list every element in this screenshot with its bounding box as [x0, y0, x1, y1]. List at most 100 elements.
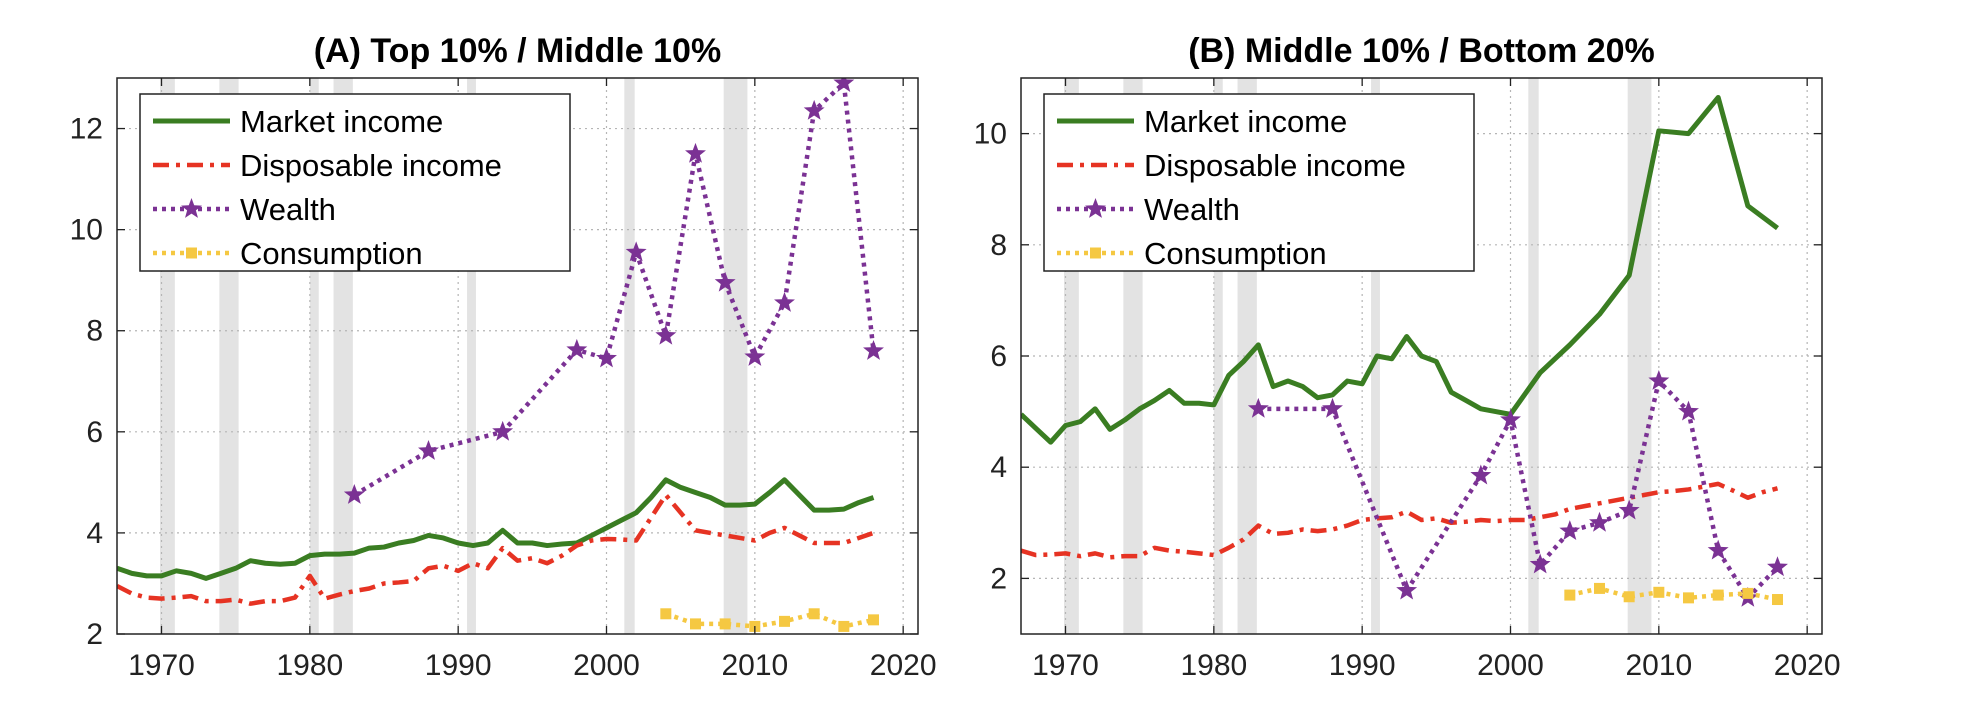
- consumption-square-marker: [1742, 587, 1754, 599]
- consumption-square-marker: [1594, 582, 1605, 594]
- legend-label: Market income: [240, 104, 443, 139]
- recession-band: [467, 78, 476, 634]
- tick-group: 1970 1980 1990 2000 2010 2020 2 4 6 8 10 12: [70, 78, 937, 682]
- wealth-star-marker: [1396, 579, 1418, 600]
- y-tick-label: 10: [974, 118, 1007, 151]
- x-tick-label: 2000: [1477, 649, 1544, 682]
- y-tick-label: 4: [86, 517, 103, 550]
- consumption-square-marker: [779, 615, 790, 627]
- y-tick-label: 2: [990, 562, 1007, 595]
- wealth-star-marker: [343, 484, 365, 504]
- recession-band: [624, 78, 635, 634]
- chart-title: (B) Middle 10% / Bottom 20%: [1188, 32, 1655, 70]
- x-tick-label: 2020: [870, 649, 937, 682]
- legend-label: Wealth: [1144, 192, 1240, 227]
- chart-title: (A) Top 10% / Middle 10%: [314, 32, 721, 70]
- x-tick-label: 2020: [1774, 649, 1841, 682]
- wealth-star-marker: [655, 324, 677, 345]
- legend-square-marker: [186, 247, 197, 259]
- legend-label: Wealth: [240, 192, 336, 227]
- y-tick-label: 12: [70, 113, 103, 146]
- series-line-market-income: [117, 477, 875, 581]
- legend-label: Consumption: [240, 236, 423, 271]
- x-tick-label: 1990: [425, 649, 492, 682]
- wealth-star-marker: [833, 78, 855, 92]
- wealth-star-marker: [1500, 408, 1521, 429]
- consumption-square-marker: [868, 614, 879, 626]
- y-tick-label: 8: [990, 229, 1007, 262]
- series-line-market-income: [1021, 94, 1779, 445]
- tick-group: 1970 1980 1990 2000 2010 2020 2 4 6 8 10: [974, 78, 1841, 682]
- recession-band: [309, 78, 319, 634]
- x-tick-label: 2010: [1625, 649, 1692, 682]
- wealth-star-marker: [685, 142, 706, 163]
- legend-label: Market income: [1144, 104, 1347, 139]
- consumption-square-marker: [1623, 591, 1635, 603]
- consumption-square-marker: [1772, 594, 1783, 606]
- series-group: [117, 78, 884, 632]
- wealth-star-marker: [1618, 499, 1640, 520]
- wealth-star-marker: [774, 291, 795, 312]
- wealth-star-marker: [863, 339, 884, 360]
- wealth-star-marker: [1559, 520, 1581, 541]
- wealth-star-marker: [566, 338, 588, 359]
- series-line-disposable-income: [117, 492, 875, 606]
- consumption-square-marker: [690, 618, 701, 630]
- x-tick-label: 1970: [128, 649, 195, 682]
- recession-band: [1213, 78, 1223, 634]
- y-tick-label: 4: [990, 451, 1007, 484]
- consumption-square-marker: [808, 608, 820, 620]
- x-tick-label: 2000: [573, 649, 640, 682]
- series-line-wealth: [353, 80, 876, 497]
- wealth-star-marker: [1678, 400, 1699, 421]
- axes-box: [116, 77, 919, 635]
- wealth-star-marker: [492, 420, 514, 441]
- consumption-square-marker: [1683, 592, 1694, 604]
- wealth-star-marker: [744, 346, 766, 366]
- x-tick-label: 2010: [721, 649, 788, 682]
- wealth-star-marker: [1529, 553, 1551, 574]
- legend-star-marker: [181, 198, 202, 218]
- consumption-square-marker: [1564, 589, 1576, 601]
- x-tick-label: 1980: [276, 649, 343, 682]
- y-tick-label: 8: [86, 315, 103, 348]
- wealth-star-marker: [596, 347, 617, 368]
- wealth-star-marker: [714, 271, 736, 292]
- consumption-square-marker: [1712, 589, 1724, 601]
- y-tick-label: 6: [990, 340, 1007, 373]
- recession-band: [1528, 78, 1539, 634]
- wealth-star-marker: [803, 99, 825, 120]
- wealth-star-marker: [1322, 397, 1343, 418]
- legend: Market income Disposable income Wealth Cons…: [1043, 93, 1475, 272]
- legend-label: Disposable income: [240, 148, 502, 183]
- legend-square-marker: [1090, 247, 1101, 259]
- chart-panel-b: 1970 1980 1990 2000 2010 2020 2 4 6 8 10 (B) Middle…: [974, 32, 1841, 682]
- wealth-star-marker: [1767, 556, 1788, 577]
- series-line-wealth: [1258, 378, 1780, 601]
- legend-label: Consumption: [1144, 236, 1327, 271]
- legend: Market income Disposable income Wealth Cons…: [139, 93, 571, 272]
- chart-panel-a: 1970 1980 1990 2000 2010 2020 2 4 6 8 10 12 (A) Top …: [70, 32, 937, 682]
- consumption-square-marker: [1653, 586, 1665, 598]
- recession-band: [723, 78, 748, 634]
- wealth-star-marker: [1707, 539, 1729, 560]
- wealth-star-marker: [1470, 464, 1492, 485]
- wealth-star-marker: [1589, 511, 1610, 532]
- wealth-star-marker: [1247, 397, 1269, 418]
- y-tick-label: 10: [70, 214, 103, 247]
- wealth-star-marker: [625, 241, 647, 262]
- consumption-square-marker: [719, 618, 731, 630]
- legend-label: Disposable income: [1144, 148, 1406, 183]
- consumption-square-marker: [660, 608, 672, 620]
- series-group: [1021, 94, 1788, 607]
- y-tick-label: 2: [86, 618, 103, 651]
- wealth-star-marker: [1648, 370, 1670, 390]
- x-tick-label: 1980: [1180, 649, 1247, 682]
- series-line-disposable-income: [1021, 481, 1779, 560]
- x-tick-label: 1990: [1329, 649, 1396, 682]
- consumption-square-marker: [838, 620, 850, 632]
- legend-star-marker: [1085, 198, 1106, 218]
- wealth-star-marker: [418, 440, 439, 460]
